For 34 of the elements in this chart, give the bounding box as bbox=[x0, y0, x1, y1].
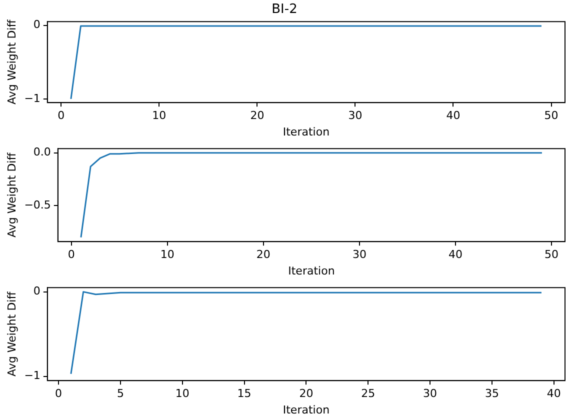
x-tick-label: 35 bbox=[484, 387, 499, 400]
x-tick-label: 20 bbox=[250, 109, 264, 122]
x-axis-title: Iteration bbox=[288, 264, 335, 278]
x-tick-label: 0 bbox=[55, 387, 62, 400]
x-tick-label: 50 bbox=[544, 109, 558, 122]
y-axis-title: Avg Weight Diff bbox=[5, 19, 18, 104]
y-tick-label: 0 bbox=[33, 284, 40, 298]
y-tick-label: 0 bbox=[33, 18, 40, 32]
x-tick-label: 0 bbox=[68, 248, 75, 262]
x-tick-label: 10 bbox=[160, 248, 174, 262]
x-axis-title: Iteration bbox=[282, 125, 330, 138]
x-tick-label: 40 bbox=[448, 248, 463, 262]
x-tick-label: 30 bbox=[423, 387, 438, 400]
x-tick-label: 25 bbox=[361, 387, 376, 400]
y-tick-label: −1 bbox=[24, 92, 40, 105]
y-axis-title: Avg Weight Diff bbox=[5, 291, 18, 376]
y-axis-title: Avg Weight Diff bbox=[5, 152, 18, 238]
x-tick-label: 30 bbox=[348, 109, 362, 122]
y-tick-label: 0.0 bbox=[33, 146, 51, 159]
y-tick-label: −0.5 bbox=[24, 198, 51, 212]
x-tick-label: 30 bbox=[352, 248, 366, 262]
x-tick-label: 20 bbox=[299, 387, 314, 400]
x-tick-label: 40 bbox=[446, 109, 460, 122]
x-tick-label: 20 bbox=[256, 248, 270, 262]
x-tick-label: 5 bbox=[116, 387, 124, 400]
x-tick-label: 10 bbox=[175, 387, 190, 400]
x-tick-label: 0 bbox=[58, 109, 65, 122]
x-axis-title: Iteration bbox=[282, 403, 330, 416]
chart-title: BI-2 bbox=[272, 2, 298, 18]
x-tick-label: 10 bbox=[152, 109, 166, 122]
x-tick-label: 15 bbox=[237, 387, 252, 400]
x-tick-label: 50 bbox=[544, 248, 559, 262]
x-tick-label: 40 bbox=[546, 387, 561, 400]
y-tick-label: −1 bbox=[24, 369, 40, 382]
